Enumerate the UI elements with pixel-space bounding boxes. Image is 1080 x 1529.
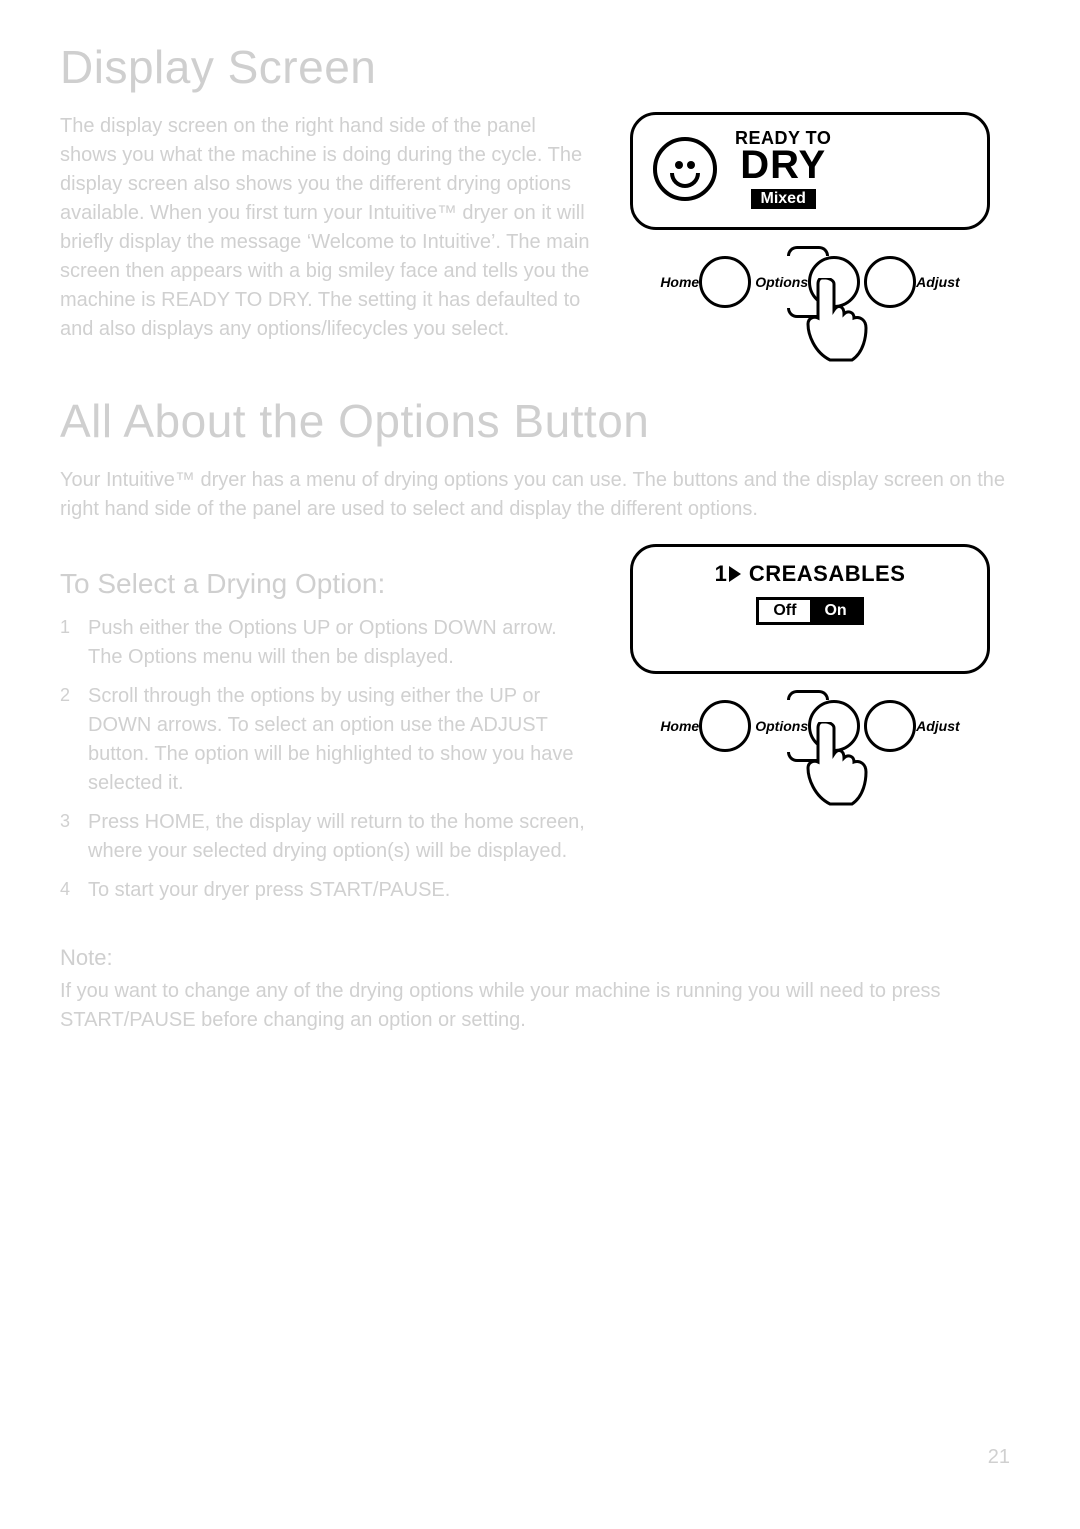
options-label-2: Options bbox=[755, 718, 808, 734]
step-1: Push either the Options UP or Options DO… bbox=[60, 614, 590, 672]
figure-ready-to-dry: READY TO DRY Mixed Home Options bbox=[620, 112, 1010, 318]
heading-display-screen: Display Screen bbox=[60, 40, 1010, 94]
finger-press-icon bbox=[802, 278, 872, 368]
off-cell: Off bbox=[759, 600, 810, 622]
dry-label: DRY bbox=[740, 145, 826, 185]
manual-page: Display Screen The display screen on the… bbox=[0, 0, 1080, 1529]
para-options-intro: Your Intuitive™ dryer has a menu of dryi… bbox=[60, 466, 1010, 524]
play-triangle-icon bbox=[729, 566, 741, 582]
option-number: 1 bbox=[715, 561, 741, 587]
options-label: Options bbox=[755, 274, 808, 290]
home-label-2: Home bbox=[660, 718, 699, 734]
home-button-icon-2 bbox=[699, 700, 751, 752]
note-body: If you want to change any of the drying … bbox=[60, 977, 1010, 1035]
step-4: To start your dryer press START/PAUSE. bbox=[60, 876, 590, 905]
on-off-toggle: Off On bbox=[756, 597, 863, 625]
home-label: Home bbox=[660, 274, 699, 290]
button-row-1: Home Options bbox=[620, 246, 1000, 318]
options-up-icon-2 bbox=[787, 690, 829, 700]
adjust-label: Adjust bbox=[916, 274, 960, 290]
figure-creasables: 1 CREASABLES Off On bbox=[620, 544, 1010, 762]
adjust-label-2: Adjust bbox=[916, 718, 960, 734]
two-col-1: The display screen on the right hand sid… bbox=[60, 112, 1010, 344]
options-up-icon bbox=[787, 246, 829, 256]
smiley-icon bbox=[653, 137, 717, 201]
illustration-2: 1 CREASABLES Off On bbox=[620, 544, 1000, 762]
home-button-icon bbox=[699, 256, 751, 308]
lcd-screen-creasables: 1 CREASABLES Off On bbox=[630, 544, 990, 674]
heading-options-button: All About the Options Button bbox=[60, 394, 1010, 448]
lcd-screen-ready: READY TO DRY Mixed bbox=[630, 112, 990, 230]
illustration-1: READY TO DRY Mixed Home Options bbox=[620, 112, 1000, 318]
subheading-select-option: To Select a Drying Option: bbox=[60, 568, 590, 600]
text-col-2: To Select a Drying Option: Push either t… bbox=[60, 544, 590, 915]
on-cell: On bbox=[810, 600, 860, 622]
finger-press-icon-2 bbox=[802, 722, 872, 812]
page-number: 21 bbox=[988, 1446, 1010, 1469]
step-3: Press HOME, the display will return to t… bbox=[60, 808, 590, 866]
creasables-label: CREASABLES bbox=[749, 561, 906, 587]
button-row-2: Home Options bbox=[620, 690, 1000, 762]
section-display-screen: Display Screen The display screen on the… bbox=[60, 40, 1010, 344]
text-col-1: The display screen on the right hand sid… bbox=[60, 112, 590, 344]
mixed-chip: Mixed bbox=[751, 189, 816, 209]
section-options-button: All About the Options Button Your Intuit… bbox=[60, 394, 1010, 1035]
step-2: Scroll through the options by using eith… bbox=[60, 682, 590, 798]
option-number-text: 1 bbox=[715, 561, 727, 587]
two-col-2: To Select a Drying Option: Push either t… bbox=[60, 544, 1010, 915]
adjust-button-icon bbox=[864, 256, 916, 308]
adjust-button-icon-2 bbox=[864, 700, 916, 752]
note-heading: Note: bbox=[60, 945, 1010, 971]
steps-list: Push either the Options UP or Options DO… bbox=[60, 614, 590, 905]
para-display-screen: The display screen on the right hand sid… bbox=[60, 112, 590, 344]
